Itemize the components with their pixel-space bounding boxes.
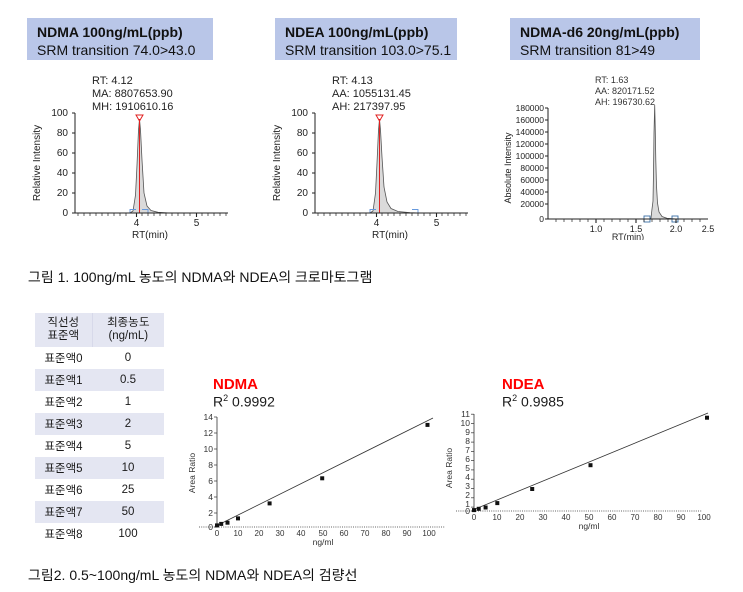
svg-text:40: 40 — [562, 513, 571, 522]
svg-text:140000: 140000 — [516, 127, 545, 137]
svg-text:40: 40 — [297, 168, 309, 179]
svg-text:1.0: 1.0 — [590, 224, 603, 234]
svg-text:10: 10 — [493, 513, 502, 522]
svg-text:70: 70 — [361, 529, 370, 538]
svg-text:40000: 40000 — [520, 187, 544, 197]
svg-text:180000: 180000 — [516, 103, 545, 113]
svg-text:Area Ratio: Area Ratio — [444, 448, 454, 488]
svg-text:80: 80 — [57, 128, 69, 139]
svg-text:20: 20 — [297, 188, 309, 199]
svg-text:RT(min): RT(min) — [132, 230, 168, 240]
svg-text:ng/ml: ng/ml — [579, 521, 600, 531]
svg-text:60000: 60000 — [520, 175, 544, 185]
svg-text:5: 5 — [194, 218, 200, 229]
svg-text:6: 6 — [208, 476, 213, 486]
svg-text:10: 10 — [204, 444, 214, 454]
svg-text:20: 20 — [57, 188, 69, 199]
svg-text:14: 14 — [204, 412, 214, 422]
svg-text:40: 40 — [297, 529, 306, 538]
svg-text:Area Ratio: Area Ratio — [187, 453, 197, 493]
svg-text:20000: 20000 — [520, 199, 544, 209]
svg-text:60: 60 — [608, 513, 617, 522]
svg-text:0: 0 — [215, 529, 220, 538]
svg-text:4: 4 — [208, 492, 213, 502]
svg-text:20: 20 — [255, 529, 264, 538]
svg-text:20: 20 — [516, 513, 525, 522]
svg-text:60: 60 — [297, 148, 309, 159]
svg-text:100: 100 — [51, 108, 68, 119]
svg-text:4: 4 — [374, 218, 380, 229]
svg-text:0: 0 — [302, 208, 308, 219]
svg-text:100: 100 — [422, 529, 436, 538]
svg-text:0: 0 — [472, 513, 477, 522]
svg-text:0: 0 — [539, 214, 544, 224]
svg-text:100: 100 — [291, 108, 308, 119]
svg-text:30: 30 — [539, 513, 548, 522]
svg-text:100000: 100000 — [516, 151, 545, 161]
svg-text:Relative Intensity: Relative Intensity — [272, 125, 283, 201]
svg-text:80: 80 — [297, 128, 309, 139]
svg-text:Relative Intensity: Relative Intensity — [32, 125, 43, 201]
svg-text:Absolute Intensity: Absolute Intensity — [503, 132, 513, 204]
svg-text:120000: 120000 — [516, 139, 545, 149]
svg-text:RT(min): RT(min) — [612, 232, 644, 240]
svg-text:10: 10 — [234, 529, 243, 538]
svg-text:2: 2 — [208, 508, 213, 518]
svg-text:12: 12 — [204, 428, 214, 438]
svg-text:ng/ml: ng/ml — [313, 537, 334, 547]
svg-text:0: 0 — [208, 522, 213, 532]
svg-text:80: 80 — [382, 529, 391, 538]
svg-text:70: 70 — [631, 513, 640, 522]
svg-text:90: 90 — [403, 529, 412, 538]
svg-text:4: 4 — [134, 218, 140, 229]
svg-text:160000: 160000 — [516, 115, 545, 125]
svg-text:2.5: 2.5 — [702, 224, 715, 234]
svg-text:RT(min): RT(min) — [372, 230, 408, 240]
svg-text:80000: 80000 — [520, 163, 544, 173]
svg-text:0: 0 — [62, 208, 68, 219]
svg-text:100: 100 — [697, 513, 711, 522]
svg-text:0: 0 — [465, 506, 470, 516]
svg-text:8: 8 — [208, 460, 213, 470]
svg-text:60: 60 — [340, 529, 349, 538]
svg-text:30: 30 — [276, 529, 285, 538]
svg-text:40: 40 — [57, 168, 69, 179]
svg-text:90: 90 — [677, 513, 686, 522]
svg-text:60: 60 — [57, 148, 69, 159]
svg-text:5: 5 — [434, 218, 440, 229]
svg-text:2.0: 2.0 — [670, 224, 683, 234]
svg-text:80: 80 — [654, 513, 663, 522]
